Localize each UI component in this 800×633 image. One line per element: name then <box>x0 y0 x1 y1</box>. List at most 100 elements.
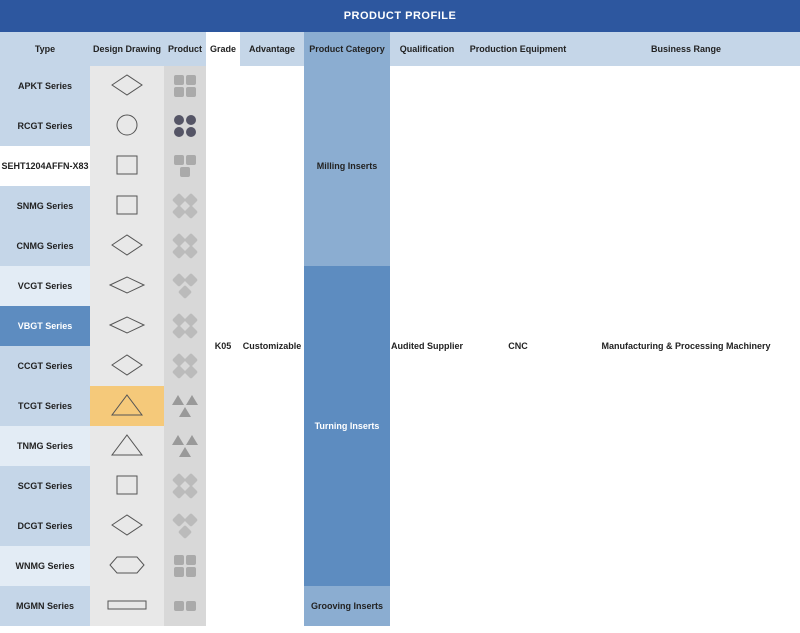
type-cell: VCGT Series <box>0 266 90 306</box>
drawing-shape-icon <box>102 71 152 101</box>
product-piece-icon <box>174 567 184 577</box>
product-cell <box>164 546 206 586</box>
product-piece-icon <box>174 555 184 565</box>
drawing-shape-icon <box>102 271 152 301</box>
category-cell: Grooving Inserts <box>304 586 390 626</box>
drawing-shape-icon <box>102 191 152 221</box>
drawing-shape-icon <box>102 511 152 541</box>
product-piece-icon <box>174 601 184 611</box>
advantage-cell: Customizable <box>240 66 304 626</box>
product-piece-icon <box>174 75 184 85</box>
product-piece-icon <box>174 155 184 165</box>
product-piece-icon <box>184 485 198 499</box>
type-cell: APKT Series <box>0 66 90 106</box>
product-piece-icon <box>178 525 192 539</box>
product-cell <box>164 146 206 186</box>
product-cell <box>164 66 206 106</box>
design-drawing-cell <box>90 426 164 466</box>
grade-cell: K05 <box>206 66 240 626</box>
type-cell: TCGT Series <box>0 386 90 426</box>
design-drawing-cell <box>90 306 164 346</box>
product-piece-icon <box>174 87 184 97</box>
header-grade: Grade <box>206 32 240 66</box>
data-table: TypeDesign DrawingProductGradeAdvantageP… <box>0 32 800 626</box>
product-cell <box>164 386 206 426</box>
drawing-shape-icon <box>102 471 152 501</box>
product-cell <box>164 506 206 546</box>
product-piece-icon <box>184 513 198 527</box>
product-piece-icon <box>186 555 196 565</box>
product-cell <box>164 266 206 306</box>
type-cell: SCGT Series <box>0 466 90 506</box>
product-piece-icon <box>184 365 198 379</box>
equipment-cell: CNC <box>464 66 572 626</box>
product-profile-table: PRODUCT PROFILE TypeDesign DrawingProduc… <box>0 0 800 626</box>
product-cell <box>164 586 206 626</box>
product-piece-icon <box>186 155 196 165</box>
product-piece-icon <box>184 245 198 259</box>
product-piece-icon <box>184 325 198 339</box>
product-piece-icon <box>186 601 196 611</box>
type-cell: WNMG Series <box>0 546 90 586</box>
product-piece-icon <box>174 115 184 125</box>
design-drawing-cell <box>90 186 164 226</box>
type-cell: RCGT Series <box>0 106 90 146</box>
header-category: Product Category <box>304 32 390 66</box>
design-drawing-cell <box>90 66 164 106</box>
category-cell: Milling Inserts <box>304 66 390 266</box>
header-row: TypeDesign DrawingProductGradeAdvantageP… <box>0 32 800 66</box>
product-piece-icon <box>184 205 198 219</box>
design-drawing-cell <box>90 226 164 266</box>
design-drawing-cell <box>90 386 164 426</box>
product-cell <box>164 186 206 226</box>
type-cell: TNMG Series <box>0 426 90 466</box>
product-piece-icon <box>179 407 191 417</box>
header-product: Product <box>164 32 206 66</box>
type-cell: CNMG Series <box>0 226 90 266</box>
product-piece-icon <box>186 395 198 405</box>
header-qualification: Qualification <box>390 32 464 66</box>
product-piece-icon <box>178 285 192 299</box>
design-drawing-cell <box>90 146 164 186</box>
design-drawing-cell <box>90 106 164 146</box>
product-piece-icon <box>186 127 196 137</box>
design-drawing-cell <box>90 466 164 506</box>
design-drawing-cell <box>90 546 164 586</box>
product-piece-icon <box>184 273 198 287</box>
table-row: APKT SeriesK05CustomizableMilling Insert… <box>0 66 800 106</box>
drawing-shape-icon <box>102 551 152 581</box>
product-piece-icon <box>180 167 190 177</box>
header-type: Type <box>0 32 90 66</box>
drawing-shape-icon <box>102 351 152 381</box>
design-drawing-cell <box>90 266 164 306</box>
header-business: Business Range <box>572 32 800 66</box>
product-piece-icon <box>174 127 184 137</box>
design-drawing-cell <box>90 586 164 626</box>
type-cell: SEHT1204AFFN-X83 <box>0 146 90 186</box>
product-piece-icon <box>186 435 198 445</box>
type-cell: CCGT Series <box>0 346 90 386</box>
product-piece-icon <box>186 75 196 85</box>
drawing-shape-icon <box>102 231 152 261</box>
product-piece-icon <box>179 447 191 457</box>
drawing-shape-icon <box>102 311 152 341</box>
type-cell: VBGT Series <box>0 306 90 346</box>
product-piece-icon <box>172 435 184 445</box>
type-cell: SNMG Series <box>0 186 90 226</box>
type-cell: DCGT Series <box>0 506 90 546</box>
business-cell: Manufacturing & Processing Machinery <box>572 66 800 626</box>
header-advantage: Advantage <box>240 32 304 66</box>
drawing-shape-icon <box>102 431 152 461</box>
drawing-shape-icon <box>102 391 152 421</box>
design-drawing-cell <box>90 506 164 546</box>
product-cell <box>164 106 206 146</box>
product-cell <box>164 226 206 266</box>
category-cell: Turning Inserts <box>304 266 390 586</box>
product-piece-icon <box>172 395 184 405</box>
product-cell <box>164 346 206 386</box>
qualification-cell: Audited Supplier <box>390 66 464 626</box>
header-design: Design Drawing <box>90 32 164 66</box>
product-piece-icon <box>186 567 196 577</box>
product-cell <box>164 306 206 346</box>
drawing-shape-icon <box>102 111 152 141</box>
